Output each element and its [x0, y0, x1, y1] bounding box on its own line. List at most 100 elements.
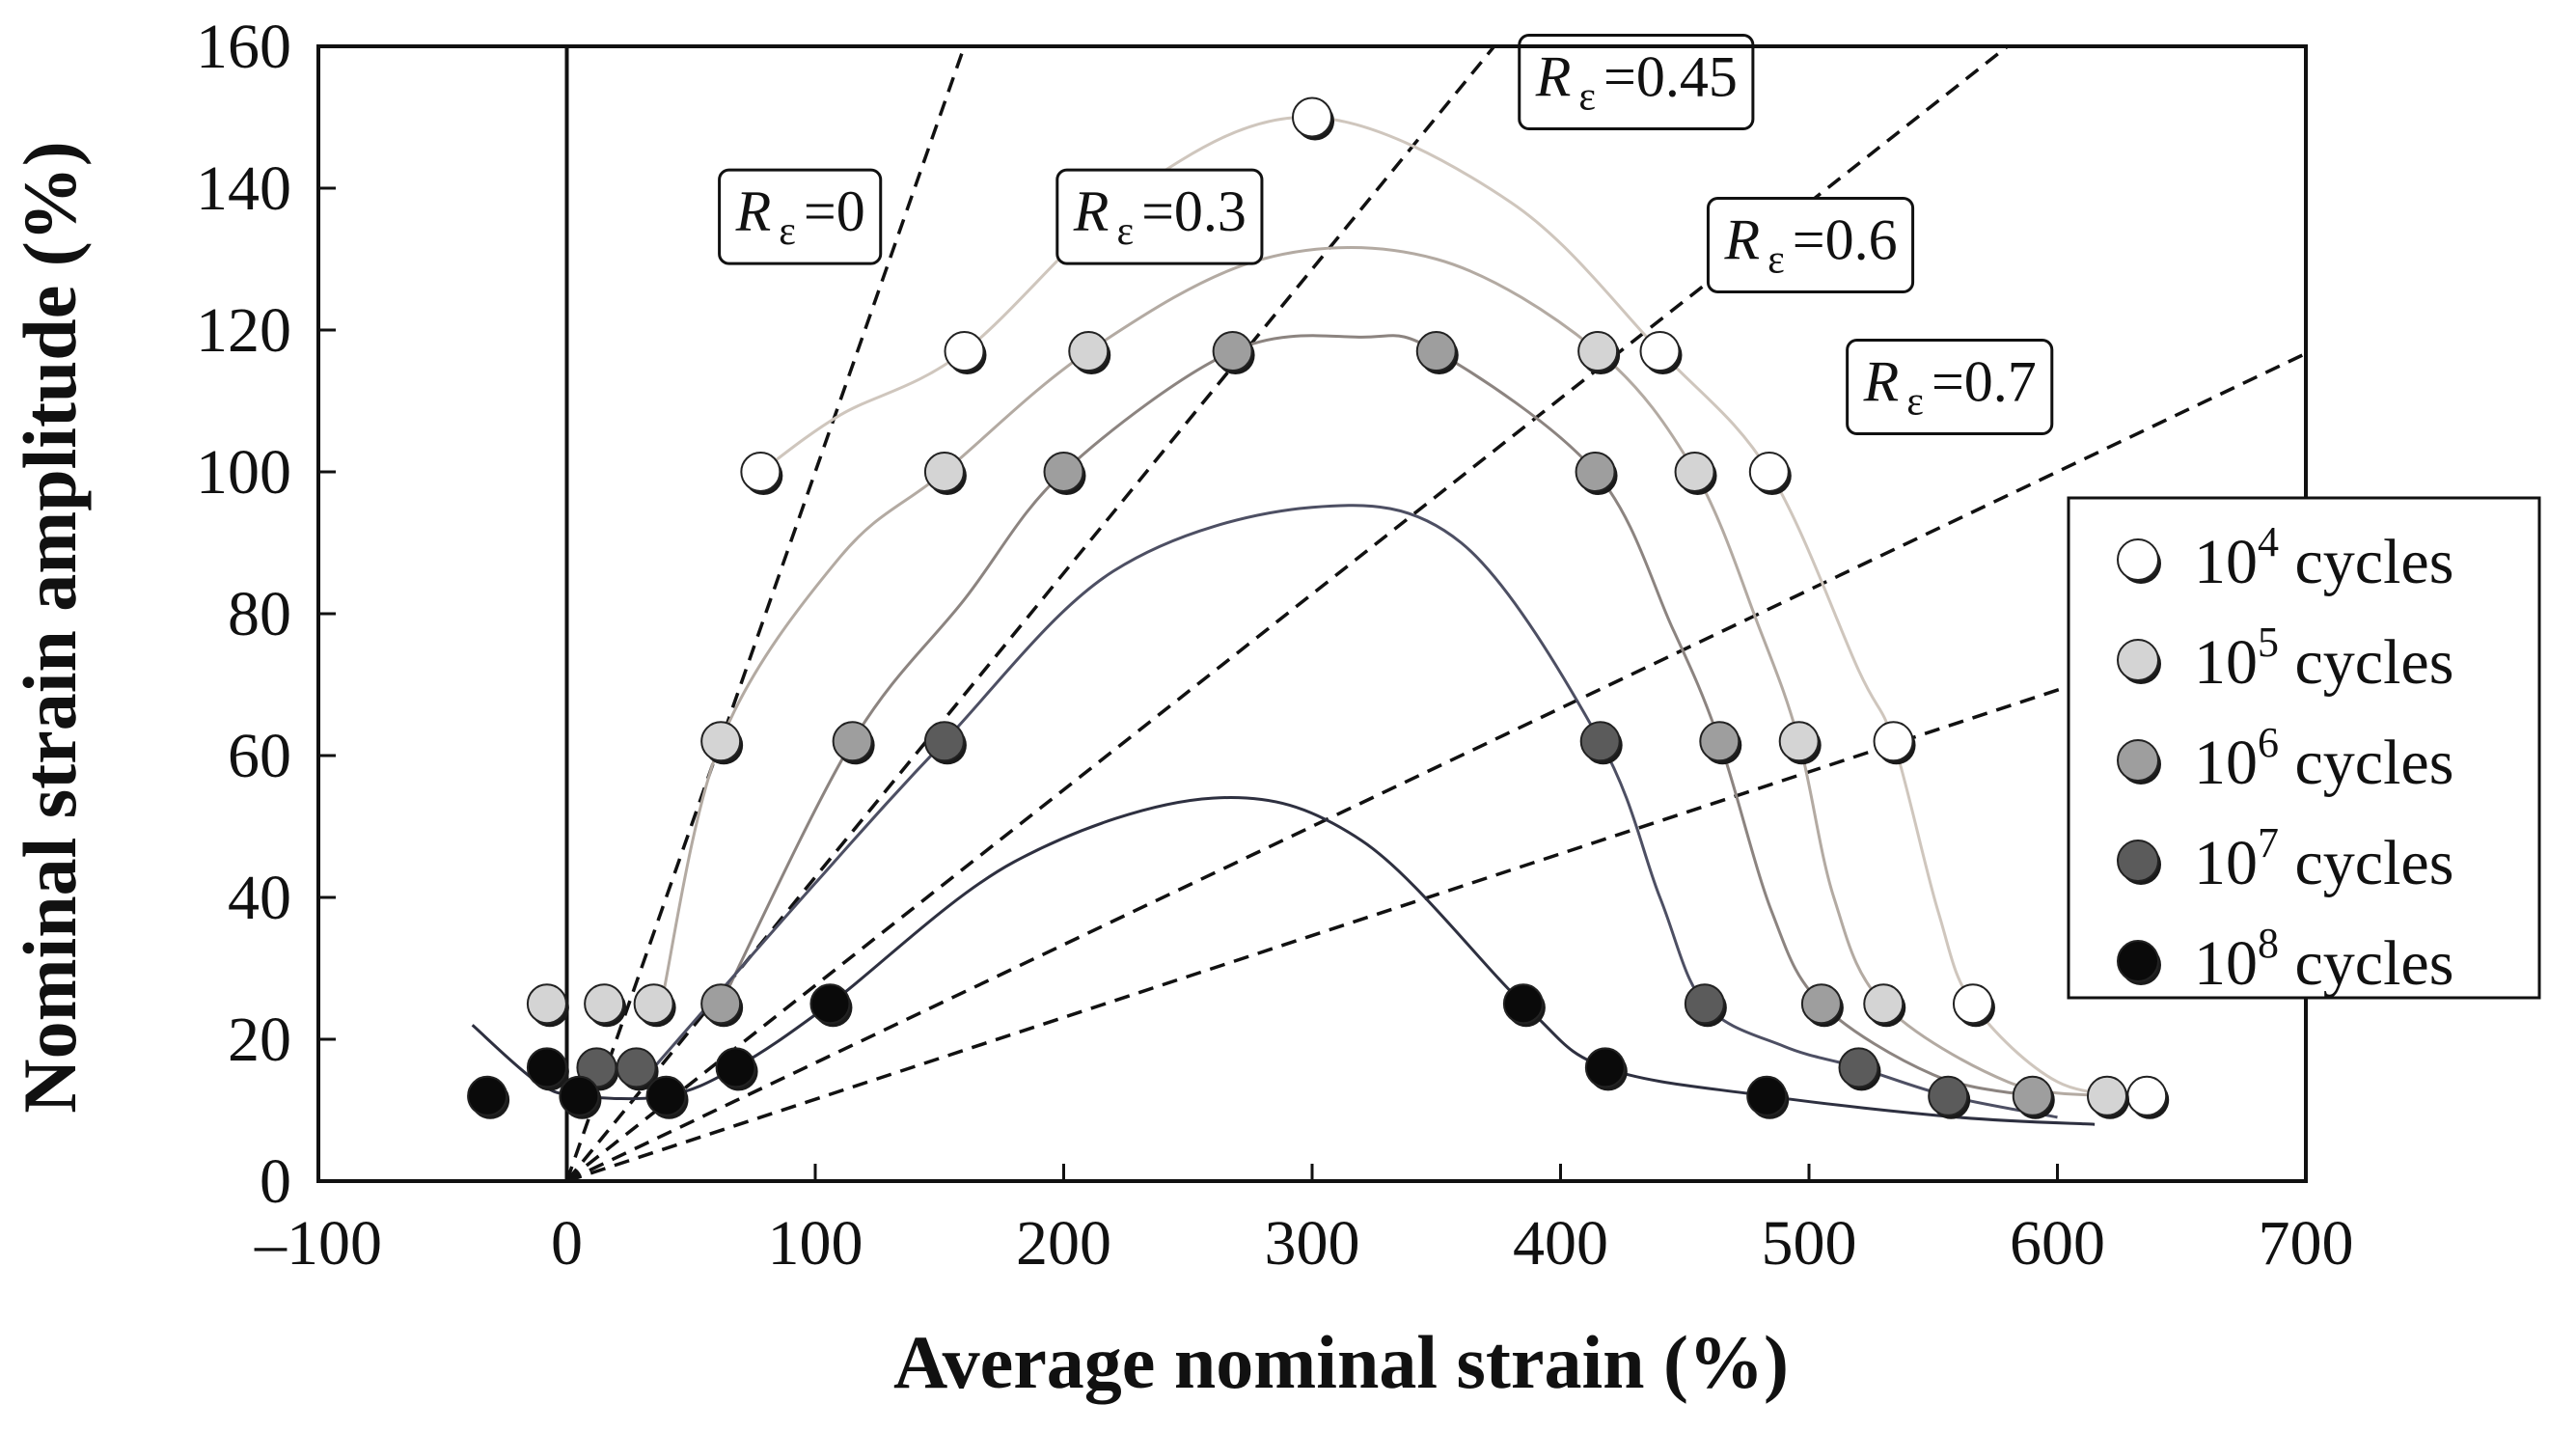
marker-body: [526, 1047, 567, 1088]
data-point: [1415, 331, 1459, 375]
marker-body: [1863, 983, 1905, 1025]
ratio-label-box: [1055, 168, 1264, 265]
marker-body: [1502, 983, 1544, 1025]
marker-body: [832, 721, 873, 762]
ratio-value: =0.6: [1793, 208, 1898, 272]
ratio-subscript: ε: [1116, 209, 1134, 254]
legend-label: 105 cycles: [2194, 619, 2453, 698]
data-point: [923, 452, 967, 495]
series-curve: [659, 246, 2108, 1098]
marker-body: [616, 1047, 657, 1088]
marker-body: [1575, 452, 1616, 492]
marker-body: [923, 452, 965, 492]
data-point: [832, 721, 875, 765]
marker-body: [700, 721, 742, 762]
data-point: [1699, 721, 1742, 765]
marker-body: [700, 983, 742, 1025]
data-point: [1577, 331, 1621, 375]
marker-body: [1068, 331, 1110, 372]
legend-marker: [2117, 739, 2161, 785]
y-tick-label: 80: [228, 579, 291, 649]
legend-base: 10: [2194, 627, 2258, 698]
marker-body: [526, 983, 567, 1025]
data-point: [1212, 331, 1255, 375]
x-tick-label: 600: [2010, 1208, 2105, 1279]
marker-body: [1584, 1047, 1626, 1088]
marker-body: [2117, 739, 2159, 782]
marker-body: [1748, 452, 1790, 492]
marker-body: [1838, 1047, 1879, 1088]
y-tick-label: 120: [196, 295, 291, 366]
ratio-value: =0.45: [1603, 44, 1738, 108]
y-tick-label: 100: [196, 437, 291, 508]
legend-exponent: 4: [2258, 518, 2279, 565]
x-axis-title: Average nominal strain (%): [893, 1320, 1789, 1404]
marker-body: [584, 983, 625, 1025]
legend-label: 108 cycles: [2194, 920, 2453, 999]
marker-body: [1415, 331, 1457, 372]
data-point: [526, 983, 569, 1028]
legend-exponent: 5: [2258, 619, 2279, 666]
x-tick-label: 500: [1762, 1208, 1857, 1279]
data-point: [526, 1047, 569, 1091]
legend-marker: [2117, 538, 2161, 584]
x-tick-label: 0: [551, 1208, 583, 1279]
marker-body: [2117, 940, 2159, 982]
data-point: [633, 983, 676, 1028]
y-tick-label: 140: [196, 153, 291, 224]
marker-body: [715, 1047, 756, 1088]
data-point: [584, 983, 627, 1028]
ratio-label-box: [1518, 33, 1755, 130]
marker-body: [2117, 639, 2159, 681]
data-point: [467, 1075, 510, 1119]
ratio-label-box: [1846, 339, 2054, 435]
series-curve: [652, 504, 2058, 1119]
marker-body: [1928, 1075, 1969, 1116]
legend-marker: [2117, 639, 2161, 684]
x-tick-label: 700: [2259, 1208, 2354, 1279]
data-point: [1502, 983, 1546, 1028]
marker-body: [1212, 331, 1253, 372]
marker-body: [2012, 1075, 2053, 1116]
x-axis-ticks: –100 0 100 200 300 400 500 600 700: [254, 1164, 2354, 1279]
legend-base: 10: [2194, 527, 2258, 597]
ratio-line: [564, 46, 967, 1181]
data-point: [616, 1047, 659, 1091]
ratio-label-box: [718, 168, 883, 265]
marker-body: [1639, 331, 1681, 372]
legend-suffix: cycles: [2279, 828, 2453, 898]
marker-body: [1292, 96, 1332, 138]
x-tick-label: 300: [1265, 1208, 1360, 1279]
legend-suffix: cycles: [2279, 928, 2453, 999]
data-point: [1748, 452, 1792, 495]
data-point: [740, 452, 783, 495]
y-tick-label: 40: [228, 863, 291, 933]
legend-label: 104 cycles: [2194, 518, 2453, 597]
marker-body: [1674, 452, 1715, 492]
x-tick-label: 100: [768, 1208, 863, 1279]
data-point: [1579, 721, 1623, 765]
legend-base: 10: [2194, 728, 2258, 798]
ratio-symbol: R: [1535, 44, 1572, 108]
ratio-label-box: [1706, 197, 1915, 293]
data-point: [1292, 96, 1334, 141]
marker-body: [2117, 538, 2159, 581]
marker-body: [1800, 983, 1842, 1025]
ratio-symbol: R: [735, 179, 772, 243]
data-point: [1068, 331, 1111, 375]
data-point: [1575, 452, 1618, 495]
x-tick-label: 400: [1513, 1208, 1608, 1279]
ratio-subscript: ε: [1578, 74, 1596, 119]
data-point: [2126, 1075, 2170, 1119]
y-tick-label: 60: [228, 721, 291, 791]
marker-body: [1684, 983, 1725, 1025]
marker-body: [1579, 721, 1621, 762]
